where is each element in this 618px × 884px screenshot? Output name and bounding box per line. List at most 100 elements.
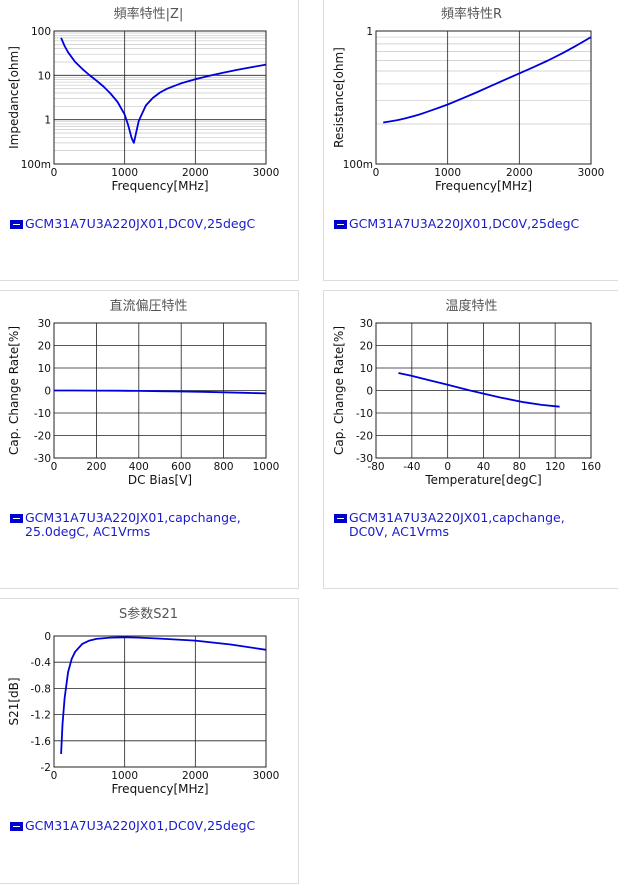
y-axis-label: Cap. Change Rate[%] <box>332 326 346 455</box>
y-tick-label: 1 <box>44 115 51 127</box>
legend-label: GCM31A7U3A220JX01,DC0V,25degC <box>349 216 580 231</box>
x-tick-label: 1000 <box>111 167 138 179</box>
x-tick-label: 40 <box>477 461 490 473</box>
y-tick-label: 10 <box>38 363 51 375</box>
x-tick-label: 160 <box>581 461 601 473</box>
x-tick-label: 2000 <box>506 167 533 179</box>
impedance-panel: 頻率特性|Z| 100m 1 10 100 0 1000 2000 3000 Frequency… <box>0 0 299 281</box>
x-tick-label: -80 <box>367 461 384 473</box>
x-axis-label: Frequency[MHz] <box>111 782 208 796</box>
y-tick-label: -20 <box>356 431 373 443</box>
s21-panel: S参数S21 -2 -1.6 -1.2 -0.8 -0.4 0 0 1000 2000 3000 F… <box>0 598 299 884</box>
x-tick-label: 3000 <box>253 167 280 179</box>
x-tick-label: -40 <box>403 461 420 473</box>
legend[interactable]: GCM31A7U3A220JX01,capchange, DC0V, AC1Vr… <box>334 511 602 539</box>
y-tick-label: 0 <box>44 386 51 398</box>
y-tick-label: -30 <box>34 453 51 465</box>
series-line <box>398 372 560 408</box>
dc-bias-chart: -30 -20 -10 0 10 20 30 0 200 400 600 800 1000 DC Bias… <box>7 318 280 487</box>
resistance-chart: 100m 1 0 1000 2000 3000 Frequency[MHz] Resistan… <box>332 26 605 193</box>
chart-title: 頻率特性|Z| <box>113 7 184 22</box>
y-tick-label: -2 <box>41 762 51 774</box>
x-tick-label: 120 <box>545 461 565 473</box>
legend-label: GCM31A7U3A220JX01,DC0V,25degC <box>25 216 256 231</box>
legend-label: GCM31A7U3A220JX01,capchange, DC0V, AC1Vr… <box>349 510 565 539</box>
x-tick-label: 1000 <box>253 461 280 473</box>
legend-label: GCM31A7U3A220JX01,DC0V,25degC <box>25 818 256 833</box>
x-tick-label: 0 <box>51 461 58 473</box>
y-tick-label: 0 <box>44 631 51 643</box>
y-tick-label: 30 <box>38 318 51 330</box>
y-tick-label: 30 <box>360 318 373 330</box>
y-tick-label: -10 <box>34 408 51 420</box>
x-tick-label: 0 <box>373 167 380 179</box>
y-tick-label: -20 <box>34 431 51 443</box>
y-tick-label: -0.4 <box>31 657 52 669</box>
x-tick-label: 0 <box>51 167 58 179</box>
x-tick-label: 0 <box>444 461 451 473</box>
y-tick-label: 10 <box>38 70 51 82</box>
legend[interactable]: GCM31A7U3A220JX01,capchange, 25.0degC, A… <box>10 511 250 539</box>
x-tick-label: 80 <box>513 461 526 473</box>
chart-title: 頻率特性R <box>440 7 503 22</box>
y-axis-label: Cap. Change Rate[%] <box>7 326 21 455</box>
x-axis-label: DC Bias[V] <box>128 473 192 487</box>
s21-chart: -2 -1.6 -1.2 -0.8 -0.4 0 0 1000 2000 3000 Frequenc… <box>7 631 280 796</box>
legend[interactable]: GCM31A7U3A220JX01,DC0V,25degC <box>334 217 614 231</box>
resistance-panel: 頻率特性R 100m 1 0 1000 2000 3000 Frequency[MHz] Re… <box>323 0 618 281</box>
y-tick-label: -1.2 <box>31 710 52 722</box>
x-tick-label: 600 <box>171 461 191 473</box>
y-tick-label: 10 <box>360 363 373 375</box>
x-axis-label: Frequency[MHz] <box>435 179 532 193</box>
temperature-chart: -30 -20 -10 0 10 20 30 -80 -40 0 40 80 120 160 Tempera… <box>332 318 601 487</box>
legend[interactable]: GCM31A7U3A220JX01,DC0V,25degC <box>10 217 290 231</box>
series-line <box>383 36 592 124</box>
plot-frame <box>375 322 592 459</box>
y-tick-label: 100m <box>21 159 51 171</box>
x-tick-label: 3000 <box>253 770 280 782</box>
x-tick-label: 3000 <box>578 167 605 179</box>
legend-swatch-icon <box>10 514 23 523</box>
y-tick-label: -30 <box>356 453 373 465</box>
temperature-panel: 温度特性 -30 -20 -10 0 10 20 30 -80 -40 0 40 80 120 160 Te… <box>323 290 618 589</box>
x-tick-label: 2000 <box>182 167 209 179</box>
x-tick-label: 800 <box>214 461 234 473</box>
legend-swatch-icon <box>10 220 23 229</box>
plot-frame <box>53 635 267 768</box>
x-tick-label: 1000 <box>111 770 138 782</box>
y-tick-label: -1.6 <box>31 736 52 748</box>
chart-title: 温度特性 <box>445 299 498 314</box>
plot-frame <box>375 30 592 165</box>
y-axis-label: S21[dB] <box>7 677 21 725</box>
x-axis-label: Frequency[MHz] <box>111 179 208 193</box>
series-line <box>60 37 267 144</box>
series-line <box>60 636 267 754</box>
y-tick-label: 100 <box>31 26 51 38</box>
chart-title: S参数S21 <box>118 607 179 622</box>
y-tick-label: -0.8 <box>31 683 52 695</box>
x-tick-label: 400 <box>129 461 149 473</box>
legend-swatch-icon <box>334 220 347 229</box>
plot-frame <box>53 30 267 165</box>
x-tick-label: 1000 <box>434 167 461 179</box>
y-tick-label: -10 <box>356 408 373 420</box>
chart-title: 直流偏圧特性 <box>109 299 188 314</box>
legend-swatch-icon <box>334 514 347 523</box>
legend[interactable]: GCM31A7U3A220JX01,DC0V,25degC <box>10 819 290 833</box>
y-tick-label: 1 <box>366 26 373 38</box>
y-tick-label: 20 <box>38 341 51 353</box>
y-tick-label: 20 <box>360 341 373 353</box>
legend-swatch-icon <box>10 822 23 831</box>
x-tick-label: 0 <box>51 770 58 782</box>
legend-label: GCM31A7U3A220JX01,capchange, 25.0degC, A… <box>25 510 241 539</box>
x-tick-label: 2000 <box>182 770 209 782</box>
y-tick-label: 100m <box>343 159 373 171</box>
x-axis-label: Temperature[degC] <box>424 473 541 487</box>
dc-bias-panel: 直流偏圧特性 -30 -20 -10 0 10 20 30 0 200 400 600 800 1000… <box>0 290 299 589</box>
x-tick-label: 200 <box>86 461 106 473</box>
series-line <box>54 389 267 395</box>
y-axis-label: Resistance[ohm] <box>332 47 346 148</box>
y-tick-label: 0 <box>366 386 373 398</box>
y-axis-label: Impedance[ohm] <box>7 46 21 149</box>
